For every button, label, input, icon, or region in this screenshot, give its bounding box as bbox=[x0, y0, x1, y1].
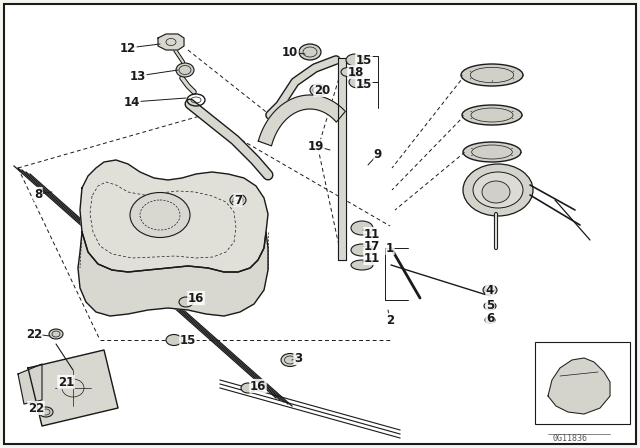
Text: 19: 19 bbox=[308, 139, 324, 152]
Text: 4: 4 bbox=[486, 284, 494, 297]
Text: 22: 22 bbox=[26, 327, 42, 340]
Polygon shape bbox=[78, 232, 268, 316]
Polygon shape bbox=[338, 58, 346, 260]
Text: 8: 8 bbox=[34, 188, 42, 201]
Text: 2: 2 bbox=[386, 314, 394, 327]
Text: 22: 22 bbox=[28, 401, 44, 414]
Text: 17: 17 bbox=[364, 240, 380, 253]
Ellipse shape bbox=[310, 84, 326, 96]
Polygon shape bbox=[18, 364, 42, 404]
Ellipse shape bbox=[482, 181, 510, 203]
Text: 16: 16 bbox=[188, 292, 204, 305]
Polygon shape bbox=[548, 358, 610, 414]
Ellipse shape bbox=[483, 285, 497, 295]
Ellipse shape bbox=[230, 194, 246, 206]
Ellipse shape bbox=[351, 244, 373, 256]
Text: 11: 11 bbox=[364, 228, 380, 241]
Ellipse shape bbox=[351, 221, 373, 235]
Text: 11: 11 bbox=[364, 251, 380, 264]
Text: 16: 16 bbox=[250, 379, 266, 392]
Ellipse shape bbox=[299, 44, 321, 60]
Ellipse shape bbox=[462, 105, 522, 125]
Ellipse shape bbox=[341, 68, 355, 77]
Text: 15: 15 bbox=[180, 333, 196, 346]
Ellipse shape bbox=[166, 335, 182, 345]
Ellipse shape bbox=[461, 64, 523, 86]
Text: 1: 1 bbox=[386, 241, 394, 254]
Ellipse shape bbox=[179, 297, 193, 307]
Ellipse shape bbox=[176, 63, 194, 77]
Ellipse shape bbox=[473, 172, 523, 208]
Text: 10: 10 bbox=[282, 46, 298, 59]
Text: 0G11836: 0G11836 bbox=[552, 434, 588, 443]
Text: 18: 18 bbox=[348, 65, 364, 78]
Text: 9: 9 bbox=[374, 147, 382, 160]
Text: 15: 15 bbox=[356, 78, 372, 90]
Text: 13: 13 bbox=[130, 69, 146, 82]
Text: 3: 3 bbox=[294, 352, 302, 365]
Ellipse shape bbox=[346, 54, 364, 66]
Bar bbox=[535, 342, 630, 424]
Text: 7: 7 bbox=[234, 194, 242, 207]
Text: 21: 21 bbox=[58, 375, 74, 388]
Ellipse shape bbox=[130, 193, 190, 237]
Ellipse shape bbox=[463, 164, 533, 216]
Polygon shape bbox=[28, 350, 118, 426]
Text: 20: 20 bbox=[314, 83, 330, 96]
Polygon shape bbox=[158, 34, 184, 50]
Ellipse shape bbox=[484, 302, 496, 310]
Text: 15: 15 bbox=[356, 53, 372, 66]
Ellipse shape bbox=[49, 329, 63, 339]
Ellipse shape bbox=[281, 353, 299, 366]
Ellipse shape bbox=[39, 407, 53, 417]
Text: 5: 5 bbox=[486, 298, 494, 311]
Ellipse shape bbox=[485, 316, 495, 323]
Ellipse shape bbox=[349, 76, 367, 88]
Text: 14: 14 bbox=[124, 95, 140, 108]
Ellipse shape bbox=[463, 142, 521, 162]
Text: 12: 12 bbox=[120, 42, 136, 55]
Polygon shape bbox=[259, 95, 346, 146]
Ellipse shape bbox=[351, 260, 373, 270]
Ellipse shape bbox=[241, 383, 255, 393]
Polygon shape bbox=[80, 160, 268, 272]
Text: 6: 6 bbox=[486, 311, 494, 324]
